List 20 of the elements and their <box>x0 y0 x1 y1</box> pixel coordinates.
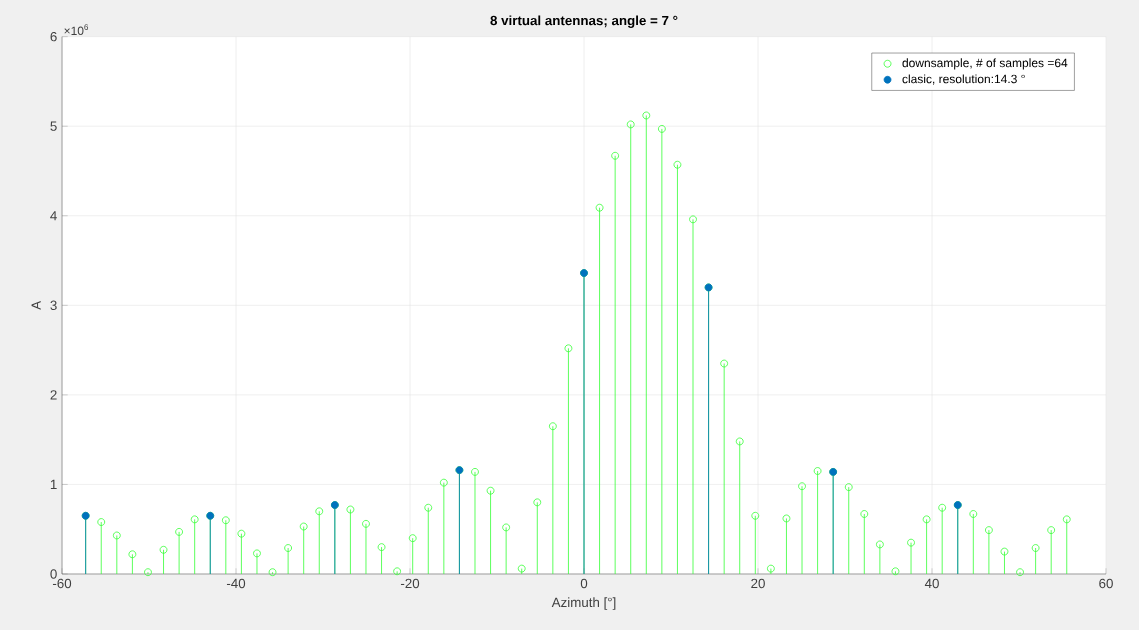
x-tick-label: -40 <box>226 578 246 589</box>
y-tick-label: 5 <box>50 121 57 131</box>
y-tick-label: 2 <box>50 390 57 400</box>
x-tick-label: -20 <box>400 578 420 589</box>
x-tick-label: 20 <box>751 578 765 589</box>
y-tick-label: 1 <box>50 479 57 490</box>
x-tick-label: 40 <box>924 578 939 589</box>
y-tick-label: 3 <box>50 300 57 311</box>
legend-label: clasic, resolution:14.3 ° <box>902 74 1025 85</box>
x-axis-title: Azimuth [°] <box>551 597 616 610</box>
x-tick-label: -60 <box>52 578 72 589</box>
y-axis-title: A <box>31 300 41 310</box>
y-tick-label: 4 <box>50 211 57 221</box>
text: ×10$^{6}$ <box>64 24 89 36</box>
x-tick-label: 0 <box>580 578 588 589</box>
y-tick-label: 6 <box>50 31 57 42</box>
y-tick-label: 0 <box>50 569 57 579</box>
chart-title: 8 virtual antennas; angle = 7 ° <box>490 15 678 28</box>
legend-label: downsample, # of samples =64 <box>902 58 1068 70</box>
x-tick-label: 60 <box>1099 578 1113 589</box>
